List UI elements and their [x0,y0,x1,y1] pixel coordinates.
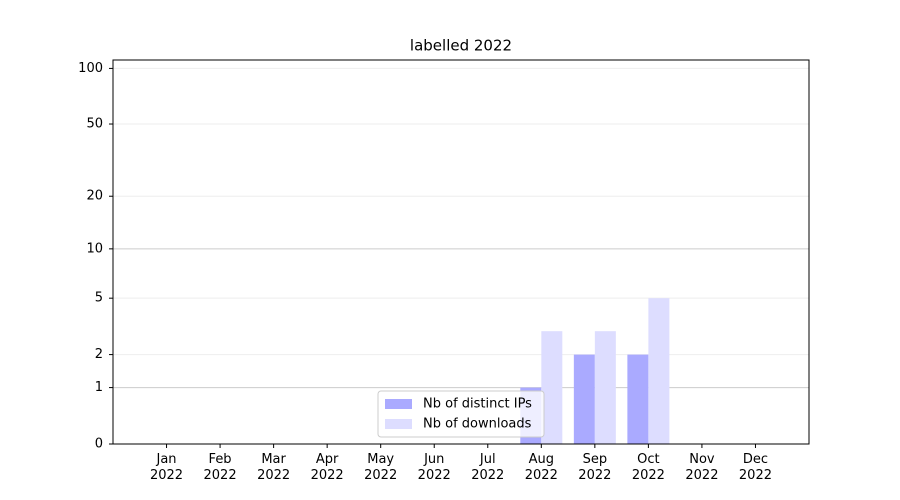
legend-label: Nb of distinct IPs [423,397,532,412]
bar [594,331,616,444]
legend-swatch [385,419,412,429]
x-tick-label: Jul 2022 [471,452,505,483]
x-tick-label: Jan 2022 [149,452,184,483]
y-tick-label: 2 [95,347,103,362]
bar [627,354,649,444]
x-tick-label: Feb 2022 [203,452,237,483]
x-tick-label: Dec 2022 [738,452,772,483]
plot-frame [112,59,810,445]
x-tick-label: Apr 2022 [310,452,344,483]
x-tick-label: Aug 2022 [524,452,558,483]
bar [648,298,670,444]
y-tick-label: 10 [86,241,103,256]
x-tick-label: Nov 2022 [685,452,719,483]
legend-label: Nb of downloads [423,417,532,432]
y-tick-label: 5 [95,291,103,306]
y-tick-label: 1 [95,380,103,395]
legend-box [377,390,545,438]
x-tick-label: May 2022 [364,452,398,483]
legend-swatch [385,399,412,409]
x-tick-label: Mar 2022 [257,452,291,483]
y-tick-label: 20 [86,189,103,204]
bar [541,331,563,444]
bar [573,354,595,444]
y-tick-label: 100 [78,61,103,76]
x-tick-label: Oct 2022 [631,452,665,483]
y-tick-label: 50 [86,117,103,132]
x-tick-label: Jun 2022 [417,452,451,483]
x-tick-label: Sep 2022 [578,452,612,483]
chart-title: labelled 2022 [410,37,512,55]
y-tick-label: 0 [95,437,103,452]
